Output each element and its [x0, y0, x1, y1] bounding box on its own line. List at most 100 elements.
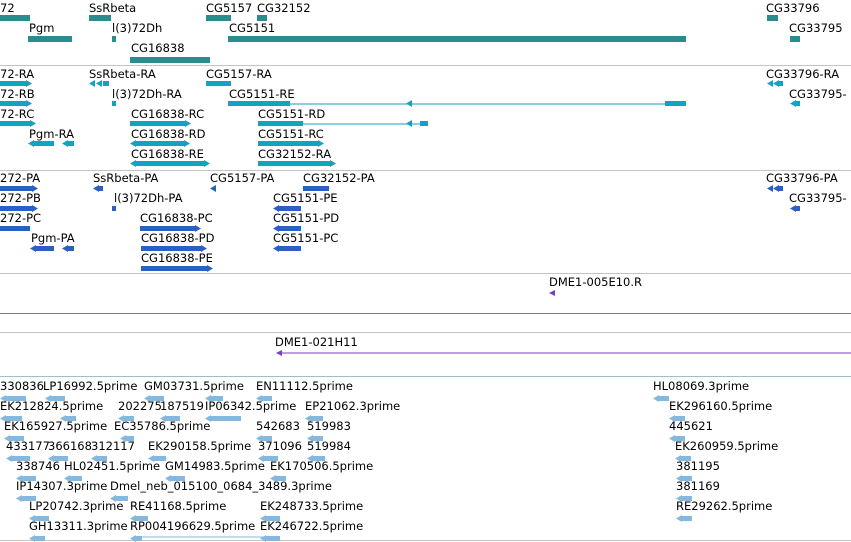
mrna-label[interactable]: CG16838-RD	[131, 127, 206, 141]
est-feature[interactable]	[12, 456, 30, 461]
est-feature[interactable]	[311, 416, 323, 421]
protein-label[interactable]: Pgm-PA	[31, 231, 75, 245]
protein-feature[interactable]	[303, 186, 329, 191]
gene-label[interactable]: l(3)72Dh	[112, 21, 163, 35]
mrna-label[interactable]: CG5151-RE	[229, 87, 295, 101]
mrna-feature[interactable]	[258, 161, 330, 166]
est-label[interactable]: HL08069.3prime	[653, 379, 750, 393]
protein-feature[interactable]	[273, 225, 279, 232]
mrna-feature[interactable]	[258, 141, 318, 146]
est-label[interactable]: GM03731.5prime	[144, 379, 244, 393]
mrna-feature[interactable]	[779, 81, 783, 86]
clone-label[interactable]: DME1-005E10.R	[549, 275, 643, 289]
protein-feature[interactable]	[68, 246, 74, 251]
est-label[interactable]: 202275	[118, 399, 162, 413]
est-feature[interactable]	[262, 396, 272, 401]
est-feature[interactable]	[97, 456, 107, 461]
mrna-label[interactable]: CG33796-RA	[766, 67, 840, 81]
est-feature[interactable]	[305, 415, 311, 422]
est-feature[interactable]	[22, 496, 36, 501]
protein-feature[interactable]	[279, 206, 301, 211]
protein-feature[interactable]	[773, 185, 779, 192]
mrna-label[interactable]: CG5157-RA	[206, 67, 272, 81]
gene-label[interactable]: CG5157	[206, 1, 253, 15]
mrna-feature[interactable]	[406, 100, 412, 107]
clone-feature[interactable]	[549, 290, 555, 296]
est-label[interactable]: IP06342.5prime	[205, 399, 297, 413]
mrna-label[interactable]: CG5151-RD	[258, 107, 326, 121]
mrna-feature[interactable]	[0, 121, 30, 126]
gene-feature[interactable]	[767, 15, 778, 21]
est-label[interactable]: 433177	[6, 439, 50, 453]
protein-feature[interactable]	[30, 245, 36, 252]
protein-label[interactable]: l(3)72Dh-PA	[114, 191, 183, 205]
est-feature[interactable]	[110, 495, 116, 502]
protein-label[interactable]: SsRbeta-PA	[93, 171, 159, 185]
est-feature[interactable]	[682, 496, 692, 501]
mrna-feature[interactable]	[136, 161, 204, 166]
protein-feature[interactable]	[62, 245, 68, 252]
mrna-label[interactable]: CG33795-	[789, 87, 847, 101]
gene-label[interactable]: SsRbeta	[89, 1, 137, 15]
est-feature[interactable]	[675, 455, 681, 462]
est-label[interactable]: EC35786.5prime	[114, 419, 211, 433]
protein-feature[interactable]	[36, 246, 54, 251]
protein-feature[interactable]	[32, 205, 38, 212]
est-label[interactable]: 187519	[160, 399, 204, 413]
est-feature[interactable]	[669, 435, 675, 442]
protein-feature[interactable]	[279, 226, 301, 231]
est-label[interactable]: GM14983.5prime	[165, 459, 265, 473]
est-feature[interactable]	[60, 415, 66, 422]
protein-feature[interactable]	[32, 185, 38, 192]
mrna-feature[interactable]	[26, 80, 32, 87]
est-feature[interactable]	[676, 515, 682, 522]
mrna-label[interactable]: l(3)72Dh-RA	[112, 87, 182, 101]
est-feature[interactable]	[669, 415, 675, 422]
est-label[interactable]: EK165927.5prime	[4, 419, 108, 433]
clone-label[interactable]: DME1-021H11	[275, 335, 358, 349]
est-feature[interactable]	[35, 516, 49, 521]
mrna-feature[interactable]	[103, 81, 109, 86]
est-feature[interactable]	[35, 536, 45, 541]
est-feature[interactable]	[258, 455, 264, 462]
mrna-label[interactable]: 72-RA	[0, 67, 35, 81]
mrna-feature[interactable]	[204, 160, 210, 167]
est-label[interactable]: GH13311.3prime	[29, 519, 128, 533]
protein-feature[interactable]	[93, 185, 99, 192]
est-feature[interactable]	[675, 416, 685, 421]
mrna-feature[interactable]	[68, 141, 74, 146]
mrna-feature[interactable]	[185, 120, 191, 127]
mrna-label[interactable]: CG5151-RC	[258, 127, 324, 141]
mrna-label[interactable]: Pgm-RA	[29, 127, 74, 141]
protein-label[interactable]: CG5151-PC	[273, 231, 339, 245]
mrna-feature[interactable]	[318, 140, 324, 147]
est-feature[interactable]	[126, 436, 134, 441]
est-feature[interactable]	[6, 416, 22, 421]
protein-label[interactable]: CG33795-	[789, 191, 847, 205]
gene-feature[interactable]	[89, 15, 111, 21]
mrna-label[interactable]: CG16838-RC	[131, 107, 205, 121]
est-feature[interactable]	[313, 456, 325, 461]
est-feature[interactable]	[276, 476, 286, 481]
est-feature[interactable]	[659, 396, 669, 401]
est-label[interactable]: 338746	[16, 459, 60, 473]
mrna-feature[interactable]	[130, 121, 185, 126]
est-label[interactable]: 366168	[48, 439, 92, 453]
est-feature[interactable]	[136, 516, 148, 521]
est-label[interactable]: 519984	[307, 439, 351, 453]
est-feature[interactable]	[0, 415, 6, 422]
mrna-feature[interactable]	[26, 100, 32, 107]
mrna-feature[interactable]	[89, 80, 95, 87]
protein-label[interactable]: CG5151-PE	[273, 191, 338, 205]
est-feature[interactable]	[51, 396, 65, 401]
mrna-feature[interactable]	[258, 121, 303, 126]
protein-feature[interactable]	[767, 185, 773, 192]
gene-feature[interactable]	[206, 15, 231, 21]
est-label[interactable]: EK170506.5prime	[270, 459, 374, 473]
est-feature[interactable]	[6, 396, 26, 401]
est-feature[interactable]	[266, 536, 280, 541]
est-feature[interactable]	[150, 396, 164, 401]
est-feature[interactable]	[0, 395, 6, 402]
est-feature[interactable]	[166, 416, 180, 421]
est-feature[interactable]	[205, 395, 211, 402]
